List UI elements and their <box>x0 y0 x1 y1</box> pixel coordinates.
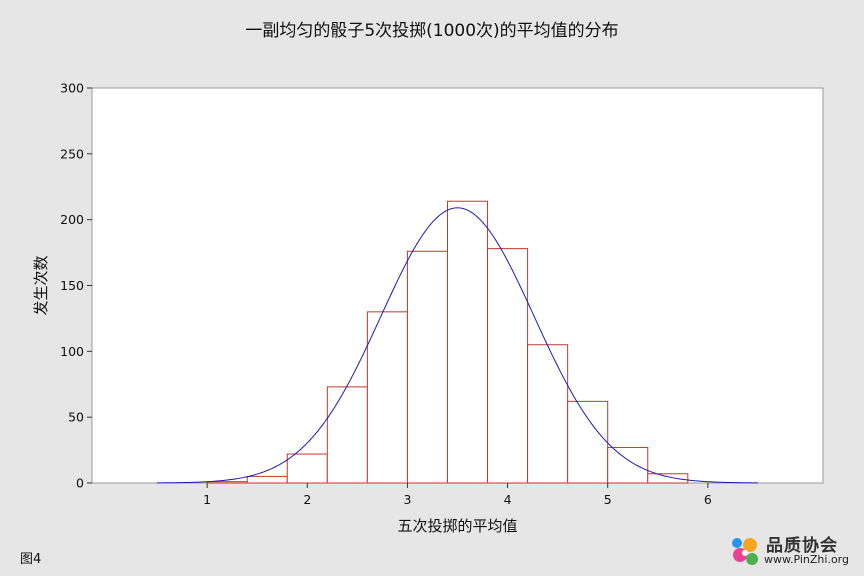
x-tick-label: 2 <box>303 492 311 507</box>
x-tick-label: 4 <box>504 492 512 507</box>
normal-fit-curve <box>157 207 758 484</box>
figure-label: 图4 <box>20 552 42 567</box>
histogram-bar-10 <box>567 400 609 484</box>
y-tick-label: 50 <box>68 410 84 425</box>
histogram-bars <box>206 200 689 484</box>
x-tick-label: 1 <box>203 492 211 507</box>
histogram-bar-11 <box>607 446 649 484</box>
x-axis: 1 2 3 4 5 6 <box>203 483 712 507</box>
x-axis-label: 五次投掷的平均值 <box>397 517 517 535</box>
y-axis-label: 发生次数 <box>32 255 50 315</box>
histogram-bar-5 <box>366 311 408 484</box>
histogram-bar-12 <box>647 473 689 484</box>
x-tick-label: 5 <box>604 492 612 507</box>
watermark-site: www.PinZhi.org <box>764 553 849 566</box>
watermark-brand: 品质协会 <box>766 536 838 556</box>
histogram-bar-3 <box>286 453 328 484</box>
histogram-bar-9 <box>527 344 569 484</box>
y-tick-label: 250 <box>60 146 84 161</box>
chart-title: 一副均匀的骰子5次投掷(1000次)的平均值的分布 <box>245 21 618 41</box>
histogram-bar-6 <box>406 250 448 484</box>
y-axis: 0 50 100 150 200 250 300 <box>60 81 92 491</box>
y-tick-label: 200 <box>60 212 84 227</box>
histogram-bar-7 <box>446 200 489 484</box>
histogram-bar-4 <box>326 386 368 484</box>
histogram-bar-2 <box>246 475 288 484</box>
y-tick-label: 300 <box>60 81 84 96</box>
watermark-logo: 品质协会 www.PinZhi.org <box>728 529 858 573</box>
histogram-bar-1 <box>206 481 248 484</box>
x-tick-label: 3 <box>403 492 411 507</box>
x-tick-label: 6 <box>704 492 712 507</box>
y-tick-label: 100 <box>60 344 84 359</box>
flower-logo-icon <box>732 538 758 565</box>
y-tick-label: 150 <box>60 278 84 293</box>
y-tick-label: 0 <box>76 476 84 491</box>
histogram-bar-8 <box>487 248 529 484</box>
